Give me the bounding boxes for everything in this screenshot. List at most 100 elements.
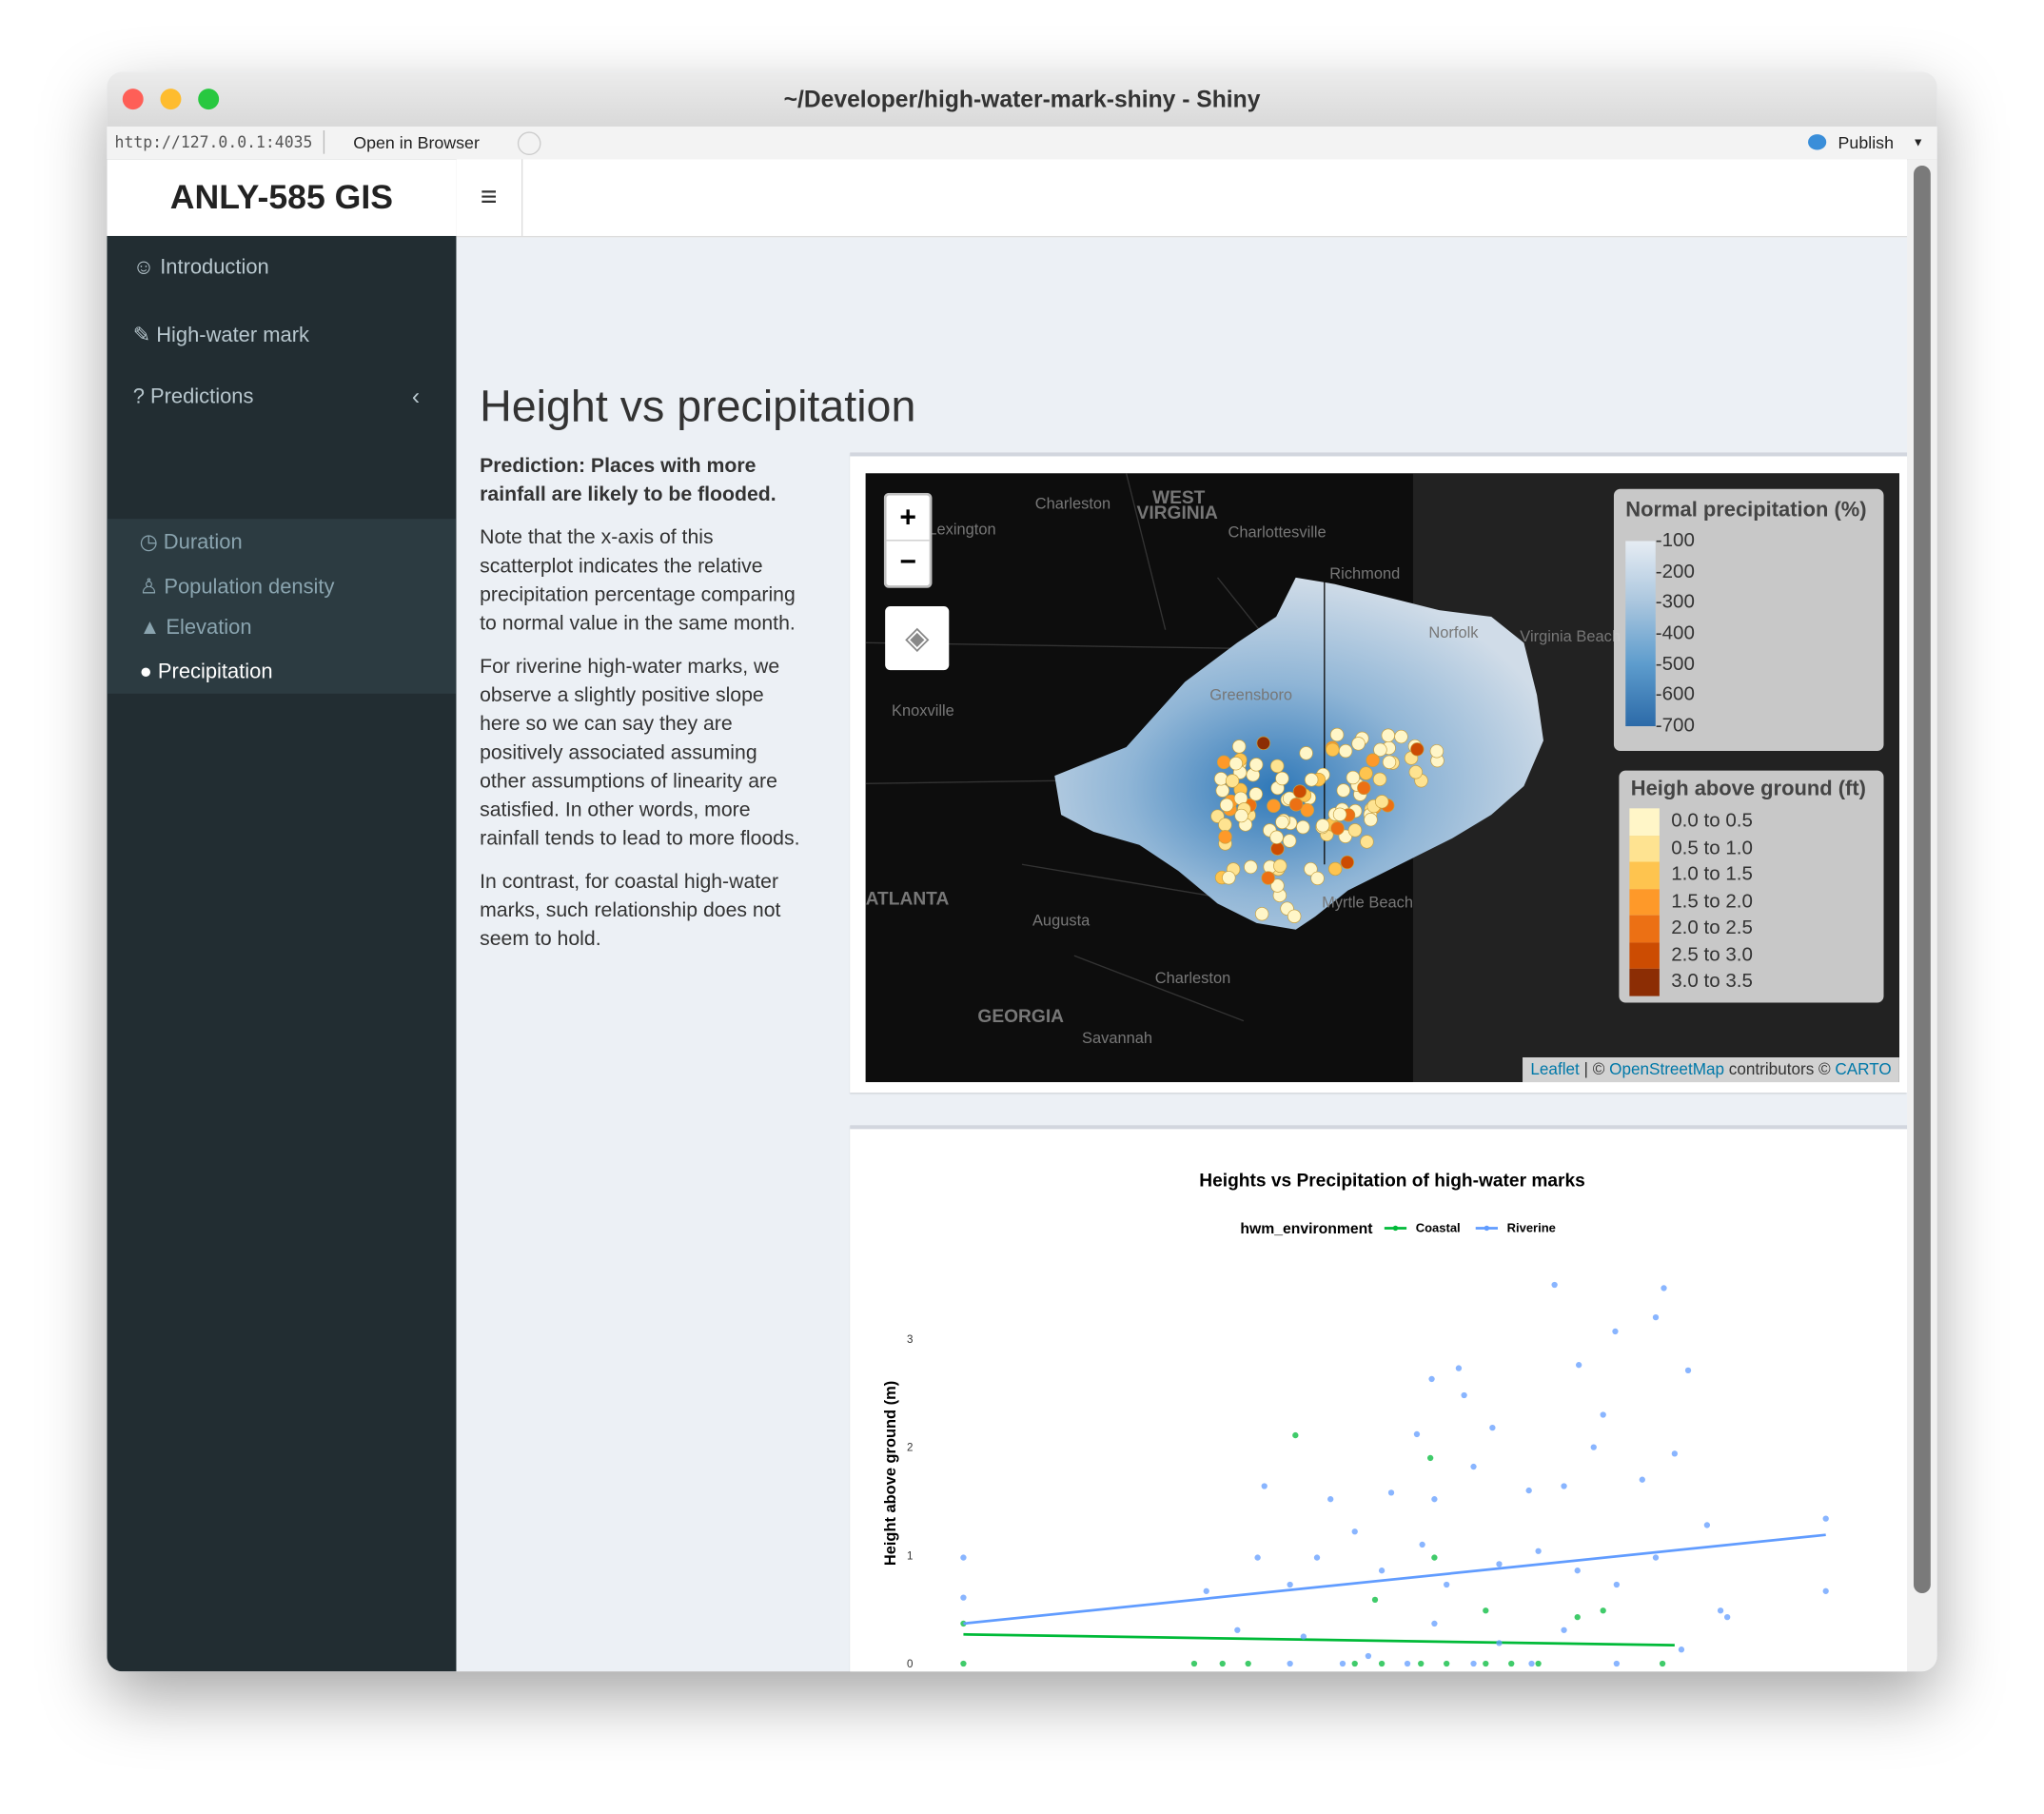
minimize-button[interactable] <box>160 89 182 110</box>
point <box>1551 1281 1558 1289</box>
map-dot <box>1429 744 1445 759</box>
map[interactable]: Charleston WEST VIRGINIA Charlottesville Lex… <box>865 473 1899 1083</box>
zoom-in[interactable]: + <box>886 496 930 542</box>
scroll-thumb[interactable] <box>1914 165 1931 1594</box>
legend-tick-label: -200 <box>1655 560 1695 582</box>
zoom-out[interactable]: − <box>899 544 916 578</box>
menu-toggle[interactable]: ≡ <box>456 159 523 236</box>
map-dot <box>1222 871 1236 885</box>
point <box>1535 1660 1542 1667</box>
point <box>1203 1587 1209 1594</box>
place-label: Charleston <box>1034 494 1111 513</box>
map-dot <box>1375 795 1389 809</box>
close-button[interactable] <box>122 89 144 110</box>
place-label: Lexington <box>928 520 996 539</box>
nav-precipitation[interactable]: ● Precipitation <box>139 661 273 683</box>
point <box>1600 1607 1606 1614</box>
legend-swatch <box>1629 941 1660 969</box>
point <box>1576 1362 1582 1369</box>
point <box>1254 1554 1261 1561</box>
nav-elevation[interactable]: ▲ Elevation <box>139 616 252 640</box>
header: ≡ <box>456 159 1908 238</box>
map-dot <box>1256 736 1270 751</box>
point <box>1461 1391 1467 1399</box>
leaflet-link[interactable]: Leaflet <box>1530 1059 1580 1078</box>
point <box>1431 1554 1438 1561</box>
collapse-icon: ‹ <box>411 383 421 410</box>
legend-label: 0.5 to 1.0 <box>1671 836 1753 859</box>
point <box>1219 1660 1226 1667</box>
y-tick-label: 2 <box>907 1442 913 1454</box>
attribution-text: | © <box>1579 1059 1610 1078</box>
point <box>1613 1581 1621 1588</box>
main-content: Height vs precipitation Prediction: Plac… <box>456 236 1908 1672</box>
map-dot <box>1219 798 1234 813</box>
point <box>1428 1375 1435 1383</box>
point <box>1639 1476 1645 1483</box>
place-label: Myrtle Beach <box>1322 893 1414 912</box>
map-dot <box>1225 774 1240 788</box>
point <box>1413 1430 1421 1438</box>
nav-predictions[interactable]: ? Predictions <box>132 385 254 408</box>
zoom-button[interactable] <box>198 89 220 110</box>
nav-duration[interactable]: ◷ Duration <box>139 531 243 555</box>
map-dot <box>1287 909 1302 923</box>
place-label: ATLANTA <box>865 887 950 909</box>
map-dot <box>1269 830 1284 844</box>
url: http://127.0.0.1:4035 <box>114 132 313 151</box>
map-dot <box>1351 737 1366 751</box>
map-dot <box>1300 803 1314 818</box>
map-dot <box>1340 855 1355 870</box>
nav-introduction[interactable]: ☺ Introduction <box>132 256 269 280</box>
map-dot <box>1346 770 1361 785</box>
point <box>1590 1444 1597 1450</box>
carto-link[interactable]: CARTO <box>1835 1059 1892 1078</box>
legend-tick-label: -400 <box>1655 621 1695 644</box>
osm-link[interactable]: OpenStreetMap <box>1609 1059 1725 1078</box>
point <box>1470 1660 1477 1667</box>
map-dot <box>1248 758 1264 772</box>
map-dot <box>1254 907 1269 921</box>
point <box>1652 1554 1660 1561</box>
point <box>1365 1652 1372 1660</box>
nav-population-density[interactable]: ♙ Population density <box>139 576 335 599</box>
point <box>1671 1450 1679 1457</box>
map-dot <box>1232 739 1247 754</box>
sidebar: ANLY-585 GIS ☺ Introduction ✎ High-water… <box>107 159 457 1672</box>
toolbar: http://127.0.0.1:4035 Open in Browser Pu… <box>107 126 1937 161</box>
point <box>1489 1424 1496 1431</box>
map-dot <box>1248 787 1263 801</box>
map-dot <box>1373 742 1387 758</box>
place-label: Norfolk <box>1428 622 1479 641</box>
hwm-points <box>1210 727 1445 923</box>
point <box>1327 1496 1334 1503</box>
map-dot <box>1305 773 1319 787</box>
point <box>1535 1548 1542 1554</box>
paragraph: For riverine high-water marks, we observ… <box>480 656 800 851</box>
map-dot <box>1315 818 1330 833</box>
point <box>1300 1633 1307 1640</box>
open-in-browser[interactable]: Open in Browser <box>353 132 480 153</box>
nav-label: Introduction <box>160 256 269 280</box>
map-dot <box>1360 835 1374 849</box>
map-dot <box>1218 830 1232 844</box>
y-axis-title: Height above ground (m) <box>882 1381 899 1566</box>
legend-tick-label: -300 <box>1655 591 1695 614</box>
nav-high-water-mark[interactable]: ✎ High-water mark <box>132 325 309 347</box>
publish-button[interactable]: Publish <box>1838 132 1894 153</box>
point <box>1470 1463 1477 1470</box>
place-label: GEORGIA <box>977 1005 1065 1027</box>
point <box>1313 1554 1321 1561</box>
place-label: Savannah <box>1082 1028 1153 1048</box>
publish-menu[interactable]: ▼ <box>1912 135 1924 149</box>
y-tick-label: 0 <box>907 1658 914 1670</box>
layers-control[interactable]: ◈ <box>885 606 950 671</box>
point <box>1703 1522 1711 1528</box>
point <box>1378 1568 1386 1574</box>
title-bar: ~/Developer/high-water-mark-shiny - Shin… <box>107 71 1937 128</box>
map-dot <box>1366 753 1380 767</box>
place-label: Charlottesville <box>1228 523 1327 542</box>
height-legend: Heigh above ground (ft) 0.0 to 0.5 0.5 to… <box>1619 770 1884 1003</box>
legend-swatch <box>1629 861 1660 889</box>
refresh-button[interactable] <box>517 131 541 156</box>
